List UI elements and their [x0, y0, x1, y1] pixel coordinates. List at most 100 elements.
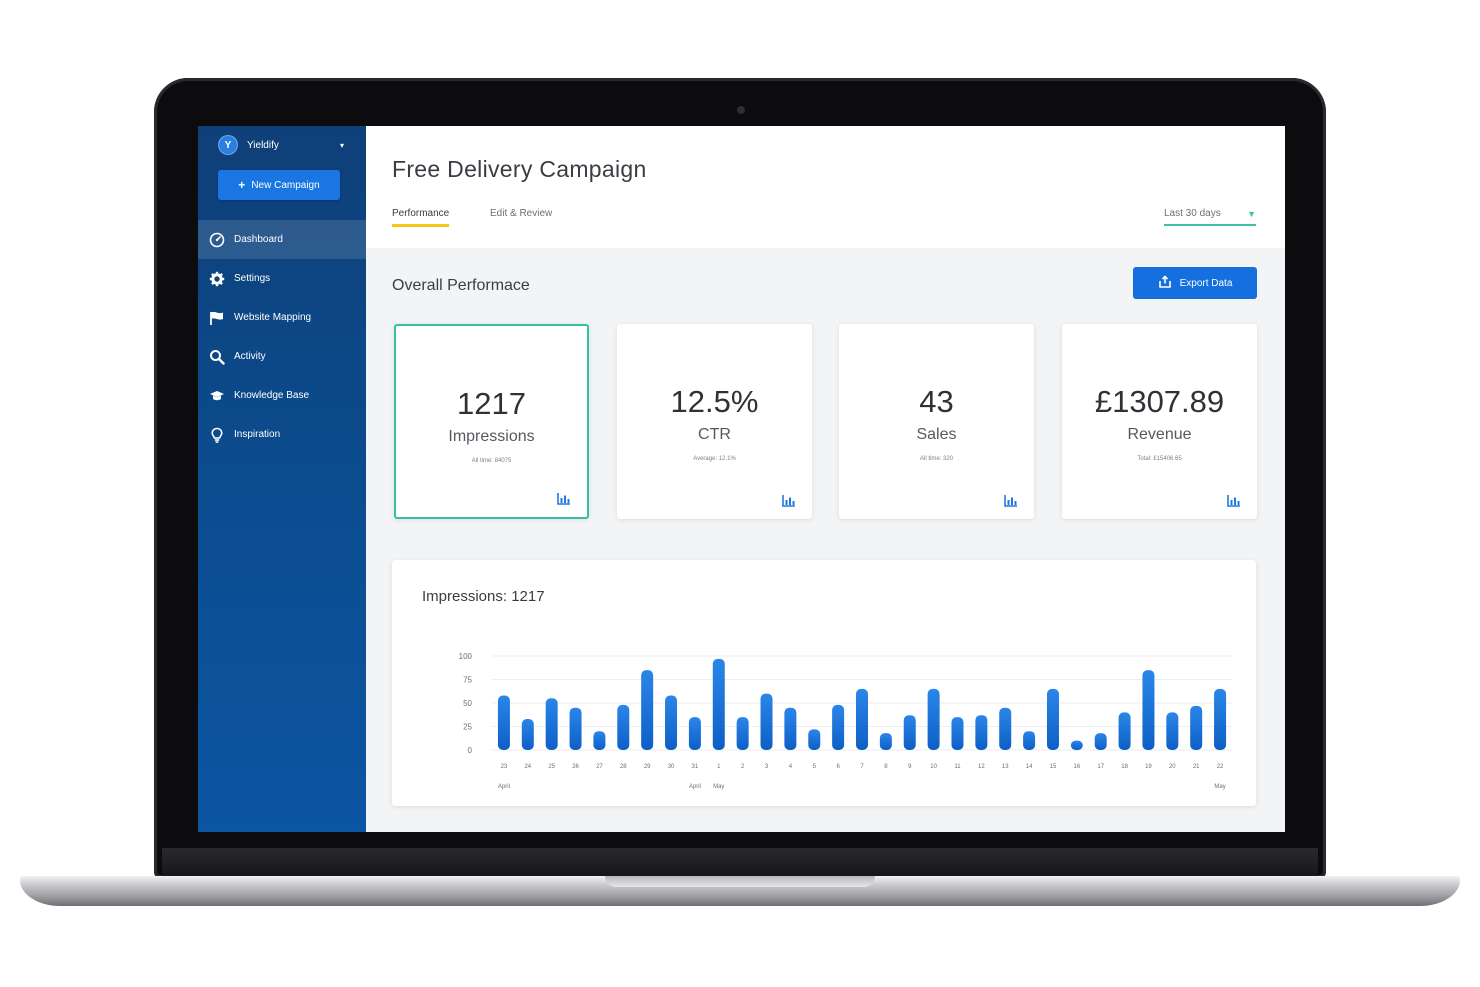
sidebar-item-inspiration[interactable]: Inspiration [198, 415, 366, 454]
kpi-card-impressions[interactable]: 1217 Impressions All time: 84075 [394, 324, 589, 519]
y-tick-label: 75 [463, 676, 472, 685]
x-tick-label: 23 [501, 764, 508, 770]
sidebar-item-label: Knowledge Base [234, 390, 310, 401]
sidebar-item-website-mapping[interactable]: Website Mapping [198, 298, 366, 337]
kpi-subtext: Total: £15406.65 [1137, 456, 1182, 462]
chart-bar[interactable] [1142, 670, 1155, 750]
x-tick-label: 14 [1026, 764, 1033, 770]
chart-bar[interactable] [832, 704, 845, 750]
kpi-label: CTR [698, 426, 731, 443]
x-tick-label: 24 [524, 764, 531, 770]
y-tick-label: 50 [463, 699, 472, 708]
kpi-label: Sales [916, 426, 957, 443]
sidebar-item-dashboard[interactable]: Dashboard [198, 220, 366, 259]
chart-bar[interactable] [497, 695, 510, 750]
kpi-subtext: All time: 320 [919, 456, 953, 462]
kpi-value: 43 [919, 384, 954, 419]
new-campaign-label: New Campaign [251, 179, 320, 191]
date-range-select[interactable]: Last 30 days ▼ [1164, 208, 1256, 226]
chart-bar[interactable] [736, 717, 749, 750]
chart-bar[interactable] [545, 698, 558, 750]
section-title: Overall Performace [392, 277, 530, 294]
sidebar: Y Yieldify ▾ + New Campaign Dashboard Se… [198, 126, 366, 832]
x-tick-label: 20 [1169, 764, 1176, 770]
chart-bar[interactable] [1070, 740, 1083, 750]
chart-bar[interactable] [617, 704, 630, 750]
bar-chart-icon[interactable] [1004, 495, 1018, 507]
tab-performance[interactable]: Performance [392, 208, 450, 227]
chart-bar[interactable] [1166, 712, 1179, 750]
x-tick-label: 29 [644, 764, 651, 770]
x-tick-label: 15 [1050, 764, 1057, 770]
chart-bar[interactable] [521, 718, 534, 750]
chart-bar[interactable] [999, 707, 1012, 750]
gear-icon [208, 270, 226, 288]
chevron-down-icon[interactable]: ▾ [339, 140, 344, 150]
chart-bar[interactable] [927, 688, 940, 750]
chart-bar[interactable] [1094, 733, 1107, 750]
camera-icon [737, 106, 745, 114]
date-range-value: Last 30 days [1164, 208, 1221, 219]
bar-chart-icon[interactable] [782, 495, 796, 507]
chart-bar[interactable] [569, 707, 582, 750]
chart-bar[interactable] [784, 707, 797, 750]
sidebar-item-activity[interactable]: Activity [198, 337, 366, 376]
sidebar-item-label: Inspiration [234, 429, 281, 440]
chart-bar[interactable] [665, 695, 678, 750]
chart-bar[interactable] [856, 688, 868, 750]
kpi-card-sales[interactable]: 43 Sales All time: 320 [839, 324, 1034, 519]
chart-bar[interactable] [903, 715, 916, 750]
new-campaign-button[interactable]: + New Campaign [218, 170, 340, 200]
export-data-button[interactable]: Export Data [1133, 267, 1257, 299]
x-tick-label: 11 [954, 764, 961, 770]
y-tick-label: 0 [468, 746, 473, 755]
chart-bar[interactable] [688, 717, 701, 750]
x-tick-label: 26 [572, 764, 579, 770]
chart-bar[interactable] [951, 717, 964, 750]
sidebar-item-label: Website Mapping [234, 312, 312, 323]
x-tick-label: 7 [860, 764, 864, 770]
chart-bar[interactable] [712, 658, 725, 750]
chart-bar[interactable] [879, 733, 892, 750]
impressions-chart-panel: Impressions: 1217 0 25 50 75 100 23 24 25 26 27 28… [392, 560, 1256, 806]
x-tick-label: 19 [1145, 764, 1152, 770]
chart-bar[interactable] [808, 729, 821, 750]
sidebar-item-settings[interactable]: Settings [198, 259, 366, 298]
x-tick-label: 28 [620, 764, 627, 770]
x-tick-label: 5 [813, 764, 817, 770]
x-tick-label: 2 [741, 764, 745, 770]
chart-bar[interactable] [1023, 731, 1036, 750]
caret-down-icon: ▼ [1247, 208, 1256, 219]
bar-chart-icon[interactable] [557, 493, 571, 505]
chart-bar[interactable] [975, 715, 988, 750]
lightbulb-icon [208, 426, 226, 444]
x-tick-label: 16 [1073, 764, 1080, 770]
sidebar-item-knowledge-base[interactable]: Knowledge Base [198, 376, 366, 415]
chart-bar[interactable] [1118, 712, 1131, 750]
chart-bar[interactable] [1046, 688, 1059, 750]
x-tick-label: 22 [1217, 764, 1224, 770]
main-content: Free Delivery Campaign Performance Edit … [366, 126, 1285, 832]
x-tick-label: 3 [765, 764, 769, 770]
sidebar-nav: Dashboard Settings Website Mapping Activ… [198, 220, 366, 454]
x-tick-label: 27 [596, 764, 603, 770]
bar-chart-icon[interactable] [1227, 495, 1241, 507]
kpi-subtext: All time: 84075 [471, 458, 512, 464]
chart-bar[interactable] [593, 731, 606, 750]
tab-edit-review[interactable]: Edit & Review [490, 208, 553, 219]
chart-bar[interactable] [641, 670, 654, 750]
x-month-label: May [713, 784, 724, 790]
account-switcher[interactable]: Y Yieldify ▾ [218, 134, 344, 156]
chart-title: Impressions: 1217 [422, 588, 545, 605]
chart-bar[interactable] [760, 693, 773, 750]
kpi-card-ctr[interactable]: 12.5% CTR Average: 12.1% [617, 324, 812, 519]
x-tick-label: 12 [978, 764, 985, 770]
flag-icon [208, 309, 226, 327]
kpi-card-revenue[interactable]: £1307.89 Revenue Total: £15406.65 [1062, 324, 1257, 519]
chart-bar[interactable] [1190, 705, 1203, 750]
app-screen: Y Yieldify ▾ + New Campaign Dashboard Se… [198, 126, 1285, 832]
search-icon [208, 348, 226, 366]
dashboard-icon [208, 231, 226, 249]
chart-bar[interactable] [1214, 688, 1227, 750]
x-tick-label: 17 [1097, 764, 1104, 770]
